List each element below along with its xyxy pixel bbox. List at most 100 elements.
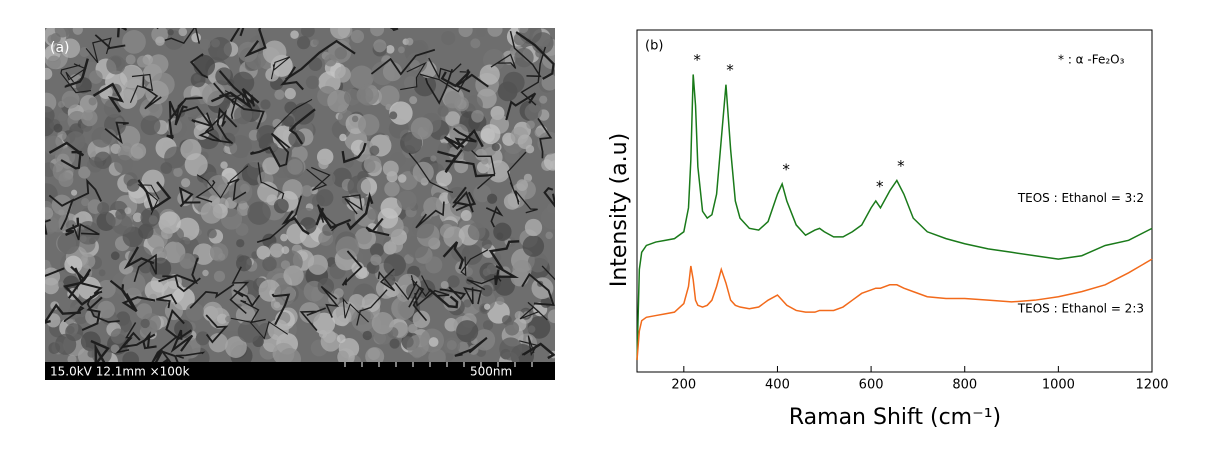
grain bbox=[181, 178, 191, 188]
crack bbox=[494, 265, 520, 285]
crack bbox=[270, 56, 291, 80]
crack bbox=[65, 217, 80, 236]
panel-label: (a) bbox=[50, 40, 70, 56]
crack bbox=[514, 190, 538, 214]
grain bbox=[480, 124, 501, 145]
grain bbox=[454, 96, 469, 112]
grain bbox=[389, 338, 400, 349]
grain bbox=[411, 215, 435, 239]
crack bbox=[317, 204, 338, 232]
grain bbox=[155, 36, 165, 46]
grain bbox=[370, 28, 385, 37]
crack bbox=[213, 82, 265, 130]
grain bbox=[144, 280, 165, 301]
grain bbox=[225, 336, 247, 358]
grain bbox=[527, 316, 551, 339]
grain bbox=[348, 293, 365, 311]
peak-marker: * bbox=[782, 160, 790, 178]
grain bbox=[539, 95, 548, 104]
grain bbox=[160, 162, 173, 174]
grain bbox=[324, 54, 337, 67]
grain bbox=[257, 181, 279, 203]
grain bbox=[267, 319, 289, 341]
grain bbox=[96, 211, 116, 232]
grain bbox=[447, 275, 460, 288]
x-tick-label: 1200 bbox=[1135, 378, 1168, 393]
grain bbox=[292, 102, 315, 125]
grain bbox=[290, 30, 299, 39]
crack bbox=[189, 53, 209, 79]
grain bbox=[496, 296, 505, 305]
grain bbox=[272, 118, 282, 129]
grain bbox=[403, 76, 418, 90]
grain bbox=[126, 178, 140, 192]
grain bbox=[380, 197, 402, 219]
grain bbox=[371, 312, 394, 335]
grain bbox=[71, 189, 78, 196]
grain bbox=[377, 85, 400, 108]
grain bbox=[350, 29, 365, 44]
grain bbox=[369, 145, 380, 156]
grain bbox=[207, 228, 217, 239]
grain bbox=[514, 310, 524, 321]
crack bbox=[151, 335, 178, 362]
crack bbox=[299, 307, 326, 332]
sem-info: 15.0kV 12.1mm ×100k bbox=[50, 365, 190, 379]
crack bbox=[408, 152, 454, 194]
grain bbox=[444, 352, 454, 361]
grain bbox=[91, 127, 113, 148]
grain bbox=[223, 146, 231, 154]
crack bbox=[48, 141, 85, 157]
grain bbox=[479, 64, 500, 85]
grain bbox=[475, 148, 487, 161]
crack bbox=[121, 292, 156, 313]
crack bbox=[270, 132, 291, 167]
grain bbox=[98, 269, 106, 277]
grain bbox=[545, 231, 553, 240]
crack bbox=[442, 241, 465, 270]
x-tick-label: 600 bbox=[859, 378, 884, 393]
crack bbox=[256, 195, 303, 244]
crack bbox=[439, 286, 467, 301]
grain bbox=[305, 75, 320, 90]
grain bbox=[55, 333, 77, 355]
crack bbox=[390, 28, 399, 32]
peak-marker: * bbox=[693, 51, 701, 69]
crack bbox=[249, 146, 282, 168]
crack bbox=[81, 296, 103, 332]
crack bbox=[519, 301, 548, 321]
grain bbox=[524, 103, 542, 121]
grain bbox=[284, 88, 296, 100]
grain bbox=[232, 71, 255, 94]
grain bbox=[236, 239, 245, 248]
grain bbox=[467, 222, 486, 241]
crack bbox=[227, 178, 247, 202]
grain bbox=[88, 97, 97, 106]
grain bbox=[522, 235, 545, 257]
grain bbox=[503, 193, 521, 210]
grain bbox=[481, 239, 492, 250]
grain bbox=[130, 143, 147, 159]
peak-marker: * bbox=[876, 178, 884, 196]
grain bbox=[97, 279, 116, 299]
grain bbox=[269, 243, 284, 258]
crack bbox=[454, 337, 488, 357]
grain bbox=[382, 62, 403, 82]
crack bbox=[175, 351, 206, 359]
grain bbox=[369, 243, 385, 258]
grain bbox=[280, 233, 288, 242]
grain bbox=[517, 134, 533, 149]
grain bbox=[57, 112, 67, 122]
crack bbox=[306, 166, 331, 191]
grain bbox=[484, 303, 491, 310]
grain bbox=[199, 38, 211, 50]
grain bbox=[164, 146, 187, 169]
crack bbox=[63, 305, 85, 323]
crack bbox=[288, 108, 316, 145]
grain bbox=[443, 337, 461, 354]
grain bbox=[148, 54, 169, 75]
crack bbox=[509, 30, 542, 78]
grain bbox=[428, 348, 446, 362]
crack bbox=[346, 191, 374, 231]
crack bbox=[315, 207, 352, 230]
